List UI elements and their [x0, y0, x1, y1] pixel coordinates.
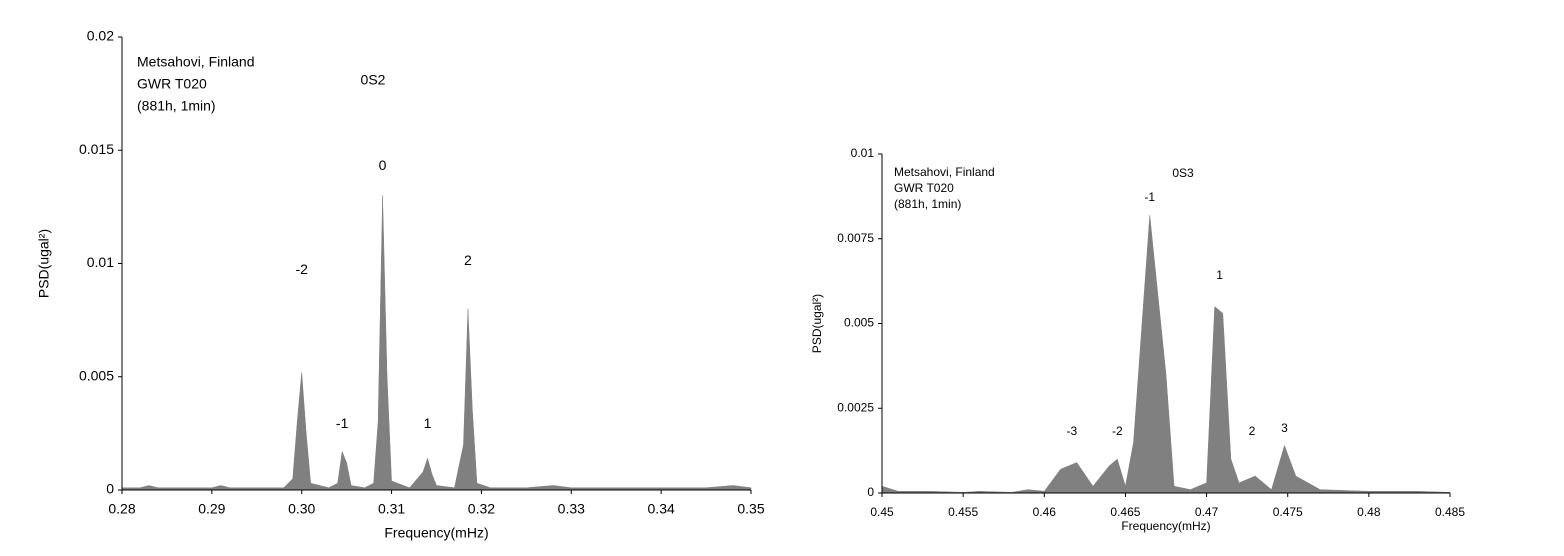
x-tick-label: 0.47 — [1195, 505, 1219, 519]
x-tick-label: 0.28 — [108, 501, 135, 517]
y-tick-label: 0 — [106, 481, 114, 497]
peak-label: -2 — [1112, 424, 1123, 438]
peak-label: 3 — [1281, 421, 1288, 435]
y-tick-label: 0.015 — [79, 141, 114, 157]
peak-label: 1 — [1216, 268, 1223, 282]
peak-label: -1 — [1144, 190, 1155, 204]
x-tick-label: 0.33 — [558, 501, 585, 517]
y-tick-label: 0.02 — [87, 28, 114, 44]
y-tick-label: 0.0025 — [837, 400, 874, 414]
peak-label: -1 — [336, 415, 349, 431]
info-text: Metsahovi, Finland — [894, 165, 995, 179]
x-tick-label: 0.485 — [1435, 505, 1465, 519]
mode-label: 0S2 — [361, 72, 386, 88]
y-axis-label: PSD(ugal²) — [36, 229, 52, 298]
info-text: GWR T020 — [894, 181, 954, 195]
area — [121, 195, 752, 491]
mode-label: 0S3 — [1172, 166, 1194, 180]
x-tick-label: 0.465 — [1110, 505, 1140, 519]
y-tick-label: 0.005 — [844, 316, 874, 330]
peak-label: 2 — [464, 252, 472, 268]
y-tick-label: 0.0075 — [837, 231, 874, 245]
x-tick-label: 0.31 — [378, 501, 405, 517]
info-text: (881h, 1min) — [137, 98, 216, 114]
y-tick-label: 0.005 — [79, 367, 114, 383]
x-axis-label: Frequency(mHz) — [1121, 519, 1210, 533]
x-tick-label: 0.475 — [1273, 505, 1303, 519]
peak-label: 1 — [424, 415, 432, 431]
info-text: (881h, 1min) — [894, 197, 961, 211]
peak-label: -3 — [1067, 424, 1078, 438]
peak-label: 0 — [379, 157, 387, 173]
peak-label: -2 — [295, 261, 308, 277]
x-tick-label: 0.30 — [288, 501, 315, 517]
info-text: Metsahovi, Finland — [137, 54, 255, 70]
y-tick-label: 0.01 — [87, 254, 114, 270]
peak-label: 2 — [1249, 424, 1256, 438]
x-tick-label: 0.48 — [1357, 505, 1381, 519]
x-tick-label: 0.32 — [468, 501, 495, 517]
y-tick-label: 0 — [867, 485, 874, 499]
y-tick-label: 0.01 — [851, 146, 875, 160]
x-tick-label: 0.35 — [737, 501, 764, 517]
x-tick-label: 0.45 — [870, 505, 894, 519]
x-tick-label: 0.34 — [648, 501, 675, 517]
x-tick-label: 0.29 — [198, 501, 225, 517]
x-tick-label: 0.46 — [1033, 505, 1057, 519]
info-text: GWR T020 — [137, 76, 207, 92]
area — [881, 214, 1451, 494]
x-tick-label: 0.455 — [948, 505, 978, 519]
y-axis-label: PSD(ugal²) — [810, 294, 824, 353]
x-axis-label: Frequency(mHz) — [384, 525, 488, 541]
